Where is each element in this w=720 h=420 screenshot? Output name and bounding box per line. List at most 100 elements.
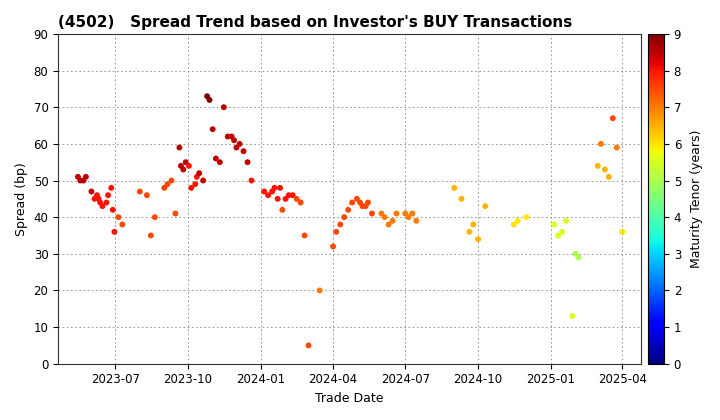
Point xyxy=(351,195,363,202)
Point xyxy=(283,192,294,199)
Point xyxy=(80,173,91,180)
Point xyxy=(291,195,302,202)
Point xyxy=(480,203,491,210)
Point xyxy=(567,313,578,320)
Point xyxy=(141,192,153,199)
Point xyxy=(258,188,270,195)
Text: (4502)   Spread Trend based on Investor's BUY Transactions: (4502) Spread Trend based on Investor's … xyxy=(58,15,572,30)
Point xyxy=(379,214,390,220)
Point xyxy=(549,221,560,228)
Point xyxy=(287,192,299,199)
Point xyxy=(183,163,194,169)
Point xyxy=(75,177,86,184)
Point xyxy=(107,207,119,213)
Point xyxy=(303,342,315,349)
Point xyxy=(360,203,372,210)
Point xyxy=(175,163,186,169)
Point xyxy=(174,144,185,151)
Point xyxy=(78,177,89,184)
Point xyxy=(178,166,189,173)
Point xyxy=(607,115,618,121)
Point xyxy=(106,184,117,191)
Point xyxy=(101,199,112,206)
Point xyxy=(410,218,422,224)
Point xyxy=(117,221,128,228)
Point xyxy=(274,184,286,191)
Point xyxy=(611,144,623,151)
Point xyxy=(573,254,585,261)
Point xyxy=(91,192,103,199)
Point xyxy=(472,236,484,242)
Point xyxy=(335,221,346,228)
Point xyxy=(112,214,124,220)
Point xyxy=(521,214,532,220)
Point xyxy=(149,214,161,220)
Point xyxy=(228,137,240,144)
Point xyxy=(603,173,615,180)
X-axis label: Trade Date: Trade Date xyxy=(315,392,384,405)
Point xyxy=(272,195,284,202)
Point xyxy=(189,181,201,188)
Point xyxy=(134,188,145,195)
Point xyxy=(222,133,233,140)
Point xyxy=(456,195,467,202)
Point xyxy=(328,243,339,250)
Point xyxy=(402,214,414,220)
Point xyxy=(362,199,374,206)
Point xyxy=(280,195,292,202)
Point xyxy=(557,228,568,235)
Point xyxy=(616,228,628,235)
Point xyxy=(560,218,572,224)
Point xyxy=(89,195,100,202)
Point xyxy=(170,210,181,217)
Point xyxy=(94,199,106,206)
Point xyxy=(595,141,607,147)
Point xyxy=(72,173,84,180)
Point xyxy=(191,173,202,180)
Point xyxy=(276,207,288,213)
Point xyxy=(218,104,230,110)
Point xyxy=(400,210,411,217)
Point xyxy=(226,133,238,140)
Point xyxy=(299,232,310,239)
Point xyxy=(464,228,475,235)
Point xyxy=(86,188,97,195)
Point xyxy=(552,232,564,239)
Point xyxy=(93,195,104,202)
Point xyxy=(102,192,114,199)
Point xyxy=(346,199,358,206)
Point xyxy=(354,199,366,206)
Point xyxy=(366,210,378,217)
Point xyxy=(266,188,278,195)
Point xyxy=(96,203,108,210)
Point xyxy=(343,207,354,213)
Point xyxy=(180,159,192,165)
Point xyxy=(214,159,225,165)
Point xyxy=(204,97,215,103)
Point xyxy=(508,221,520,228)
Point xyxy=(166,177,177,184)
Y-axis label: Spread (bp): Spread (bp) xyxy=(15,162,28,236)
Point xyxy=(202,93,213,100)
Point xyxy=(210,155,222,162)
Point xyxy=(262,192,274,199)
Point xyxy=(387,218,398,224)
Point xyxy=(356,203,368,210)
Point xyxy=(295,199,307,206)
Point xyxy=(242,159,253,165)
Point xyxy=(599,166,611,173)
Point xyxy=(238,148,249,155)
Point xyxy=(246,177,257,184)
Point xyxy=(234,141,246,147)
Point xyxy=(197,177,209,184)
Point xyxy=(376,210,387,217)
Point xyxy=(338,214,350,220)
Point xyxy=(162,181,174,188)
Point xyxy=(512,218,523,224)
Point xyxy=(314,287,325,294)
Point xyxy=(570,250,581,257)
Point xyxy=(194,170,205,176)
Point xyxy=(145,232,157,239)
Point xyxy=(269,184,280,191)
Point xyxy=(330,228,342,235)
